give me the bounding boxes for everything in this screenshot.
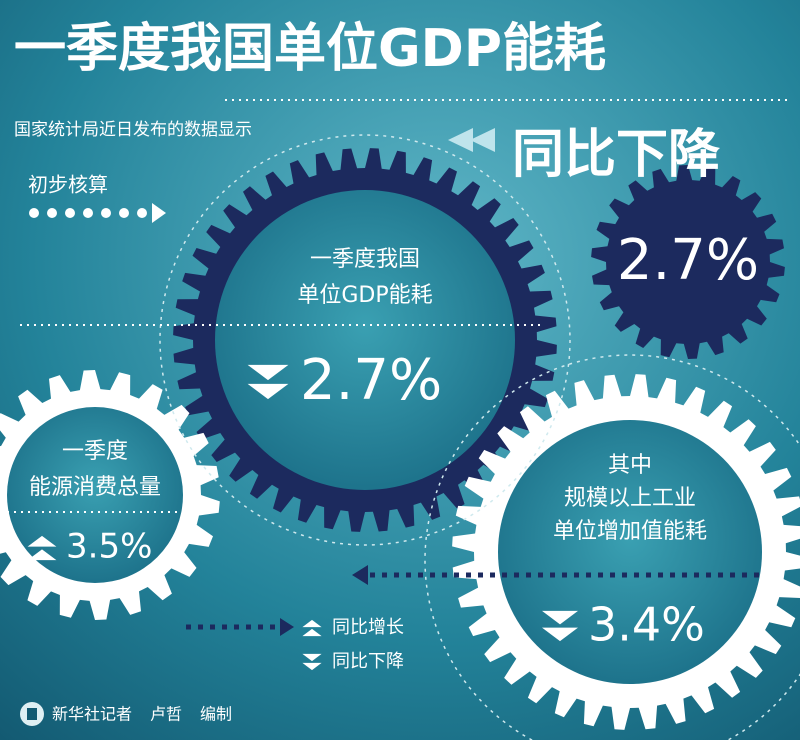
gear-value: 3.5%: [66, 527, 152, 567]
triangle: [302, 653, 322, 662]
gear-label: 一季度: [62, 439, 128, 464]
direction-icon: [302, 653, 322, 671]
gear-disc: [215, 190, 515, 490]
gear-value: 3.4%: [588, 598, 705, 652]
credit: 新华社记者: [52, 705, 132, 724]
direction-icon: [542, 610, 578, 642]
logo: [20, 702, 44, 726]
chevron: [448, 128, 473, 152]
direction-icon: [27, 535, 57, 561]
direction-icon: [247, 364, 289, 400]
triangle: [302, 628, 322, 637]
gear-disc: [7, 407, 183, 583]
headline-value: 2.7%: [617, 228, 759, 293]
triangle: [542, 627, 578, 642]
title: 一季度我国单位GDP能耗: [14, 19, 606, 79]
legend-label: 同比增长: [332, 617, 404, 638]
subtitle: 国家统计局近日发布的数据显示: [14, 120, 252, 140]
arrow-head: [352, 565, 368, 585]
gear-label: 其中: [608, 453, 652, 478]
credit: 编制: [200, 705, 232, 724]
legend-label: 同比下降: [332, 651, 404, 672]
triangle: [27, 549, 57, 561]
orbit: [159, 134, 571, 546]
gear: [591, 165, 785, 359]
gear-label: 规模以上工业: [564, 486, 696, 511]
gear-layer: [0, 148, 800, 730]
headline-label: 同比下降: [512, 125, 720, 185]
arrow-head: [280, 618, 294, 636]
gear-label: 一季度我国: [310, 247, 420, 272]
dotted-arrow: [29, 203, 166, 223]
triangle: [302, 662, 322, 671]
gear-label: 单位增加值能耗: [553, 519, 707, 544]
chevron: [470, 128, 495, 152]
gear-label: 单位GDP能耗: [297, 283, 432, 308]
triangle: [542, 610, 578, 625]
triangle: [302, 619, 322, 628]
triangle: [247, 383, 289, 400]
credit: 卢哲: [150, 705, 182, 724]
triangle: [247, 364, 289, 381]
prelim-label: 初步核算: [28, 173, 108, 197]
triangle: [27, 535, 57, 547]
gear-label: 能源消费总量: [29, 475, 161, 500]
gear-value: 2.7%: [300, 348, 442, 413]
direction-icon: [302, 619, 322, 637]
